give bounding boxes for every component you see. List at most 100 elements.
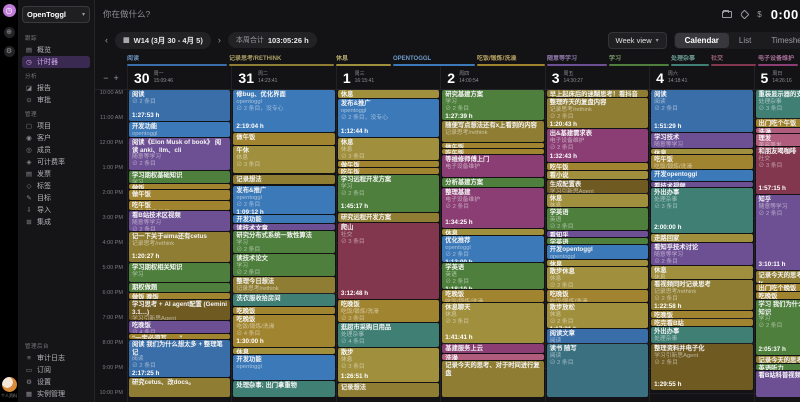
event-block[interactable]: 休息 休息 xyxy=(651,266,753,279)
sidebar-item-可计费率[interactable]: ◈ 可计费率 xyxy=(22,156,90,168)
event-block[interactable]: 读技术论文 学习 ⊘ 2 条目 xyxy=(233,254,335,276)
event-block[interactable]: 吃晚饭 吃饭/锻炼/洗澡 xyxy=(442,290,544,302)
event-block[interactable]: 逛超市采购日用品 处理杂事 ⊘ 4 条目 xyxy=(337,323,440,347)
event-block[interactable]: 知乎 随意等学习 ⊘ 2 条目 3:10:11 h xyxy=(755,195,800,270)
event-block[interactable]: 记一下关于aima还有cetus 记录思考/rethink 1:20:27 h xyxy=(129,232,231,262)
sidebar-item-订阅[interactable]: ▭ 订阅 xyxy=(22,364,90,376)
event-block[interactable]: 洗衣服收拾房间 xyxy=(233,294,335,306)
sidebar-item-成员[interactable]: ◎ 成员 xyxy=(22,144,90,156)
day-column[interactable]: 阅读 ⊘ 2 条目 1:27:53 h 开发功能 opentoggl 阅读《Elon Mu… xyxy=(127,90,232,402)
event-block[interactable]: 做午饭 xyxy=(337,161,440,167)
event-block[interactable]: 吃午饭吃饭/锻炼/洗澡 xyxy=(651,155,753,169)
event-block[interactable]: 期权做题 xyxy=(129,283,231,292)
event-block[interactable]: 阅读《Elon Musk of book》 阅读 anki、llm、cli 随意等… xyxy=(129,138,231,170)
event-block[interactable]: “一定必须写……” xyxy=(129,334,231,339)
event-block[interactable]: 随便写点想法还有x上看到的内容 记录思考/rethink xyxy=(442,121,544,142)
sidebar-item-目标[interactable]: ✎ 目标 xyxy=(22,192,90,204)
event-block[interactable]: 开发功能 xyxy=(233,215,335,223)
view-dropdown[interactable]: Week view ▾ xyxy=(607,31,667,49)
event-block[interactable]: 等维修师傅上门 电子设备维护 xyxy=(442,155,544,177)
event-block[interactable]: 休息 xyxy=(233,348,335,354)
event-block[interactable]: 和朋友喝咖啡 社交 ⊘ 3 条目 1:57:15 h xyxy=(755,147,800,194)
event-block[interactable]: 读书 随写 阅读 ⊘ 2 条目 xyxy=(546,344,649,397)
event-block[interactable]: 外出办事 处理杂事 xyxy=(651,327,753,343)
day-column[interactable]: 早上起床后的迷糊思考！看抖音 整理昨天的复盘内容 记录思考/rethink ⊘ 2 条… xyxy=(544,90,650,402)
sidebar-item-计时器[interactable]: ◷ 计时器 xyxy=(22,56,90,68)
legend-item[interactable]: OPENTOGGL xyxy=(393,52,475,66)
tab-calendar[interactable]: Calendar xyxy=(674,32,729,48)
event-block[interactable]: 修bug、优化界面 opentoggl ⊘ 2 条目，没专心 2:19:04 h xyxy=(233,90,335,132)
event-block[interactable]: 做午饭 xyxy=(129,190,231,200)
event-block[interactable]: 休息 xyxy=(442,229,544,235)
event-block[interactable]: 处理杂事; 出门拿重物 xyxy=(233,381,335,397)
event-block[interactable]: 看B站科普视频 xyxy=(755,371,800,397)
legend-item[interactable]: 休息 xyxy=(336,52,391,66)
event-block[interactable]: 看知乎技术讨论 随意等学习 ⊘ 2 条目 xyxy=(651,243,753,265)
event-block[interactable]: 吃晚饭 ⊘ 4 条目 xyxy=(129,321,231,333)
sidebar-item-实例管理[interactable]: ▦ 实例管理 xyxy=(22,388,90,400)
event-block[interactable]: 吃午饭 xyxy=(546,163,649,170)
event-block[interactable]: 休息 xyxy=(337,90,440,98)
workspace-select[interactable]: OpenToggl ▾ xyxy=(22,6,90,23)
legend-item[interactable]: 电子设备维护 xyxy=(758,52,798,66)
rail-gear-icon[interactable]: ⚙ xyxy=(3,46,15,57)
event-block[interactable]: 读技术文章 xyxy=(233,224,335,230)
event-block[interactable]: 爬山 社交 ⊘ 3 条目 3:12:48 h xyxy=(337,223,440,299)
event-block[interactable]: 吃完看B站 xyxy=(651,319,753,326)
event-block[interactable]: 做午饭 xyxy=(233,133,335,145)
prev-week-button[interactable]: ‹ xyxy=(105,35,108,45)
event-block[interactable]: 做午饭 xyxy=(442,143,544,148)
event-block[interactable]: 发布&推广 opentoggl ⊘ 2 条目，没专心 1:12:44 h xyxy=(337,99,440,137)
event-block[interactable]: 学习远程开发方案 学习 ⊘ 2 条目 1:45:17 h xyxy=(337,175,440,212)
legend-item[interactable]: 阅读 xyxy=(127,52,227,66)
event-block[interactable]: 做饭 xyxy=(129,184,231,189)
event-block[interactable]: 开发功能 opentoggl xyxy=(129,122,231,137)
event-block[interactable]: 看小说 xyxy=(546,171,649,179)
zoom-in-button[interactable]: + xyxy=(113,72,119,83)
event-block[interactable]: 看视频同时记录思考 记录思考/rethink ⊘ 2 条目 1:22:58 h xyxy=(651,280,753,310)
event-block[interactable]: 整理资料并电子化 学习引新思Agent ⊘ 2 条目 1:29:55 h xyxy=(651,344,753,390)
event-block[interactable]: 研究cetus、改docs。 xyxy=(129,378,231,397)
sidebar-item-集成[interactable]: ⊞ 集成 xyxy=(22,216,90,228)
event-block[interactable]: 阅读 我们为什么想太多 + 整理笔记 阅读 ⊘ 2 条目 2:17:25 h xyxy=(129,340,231,377)
event-block[interactable]: 吃午饭 xyxy=(337,168,440,174)
legend-item[interactable]: 学习 xyxy=(609,52,669,66)
sidebar-item-发票[interactable]: ▤ 发票 xyxy=(22,168,90,180)
event-block[interactable]: 开发功能 opentoggl xyxy=(233,355,335,380)
next-week-button[interactable]: › xyxy=(217,35,221,45)
event-block[interactable]: 记录想法 xyxy=(337,383,440,397)
event-block[interactable]: 学习期权基础知识 学习 xyxy=(129,171,231,183)
sidebar-item-设置[interactable]: ⚙ 设置 xyxy=(22,376,90,388)
legend-item[interactable]: 社交 xyxy=(711,52,756,66)
legend-item[interactable]: 记录思考/RETHINK xyxy=(229,52,334,66)
sidebar-item-标签[interactable]: ◇ 标签 xyxy=(22,180,90,192)
day-column[interactable]: 阅读 阅读 ⊘ 2 条目 1:51:29 h 学习技术 随意等学习 休息 吃午饭 吃饭/锻炼/洗… xyxy=(649,90,754,402)
event-block[interactable]: 洗澡 xyxy=(755,128,800,133)
day-column[interactable]: 休息 发布&推广 opentoggl ⊘ 2 条目，没专心 1:12:44 h 休息 休息 ⊘… xyxy=(335,90,441,402)
event-block[interactable]: 记录想法 xyxy=(233,175,335,184)
week-selector[interactable]: ▦ W14 (3月 30 - 4月 5) xyxy=(115,31,211,49)
event-block[interactable]: 记录今天的思考、对于时间进行复盘 xyxy=(442,361,544,397)
event-block[interactable]: 休息聊天 休息 ⊘ 3 条目 1:41:41 h xyxy=(442,303,544,343)
event-block[interactable]: 吃晚饭 吃饭/锻炼/洗澡 ⊘ 3 条目 xyxy=(337,300,440,322)
event-block[interactable]: 吃晚饭 xyxy=(651,311,753,318)
sidebar-item-项目[interactable]: ▢ 项目 xyxy=(22,120,90,132)
event-block[interactable]: 研究基建方案 学习 ⊘ 2 条目 1:27:39 h xyxy=(442,90,544,120)
event-block[interactable]: 午休 休息 ⊘ 3 条目 xyxy=(233,146,335,173)
event-block[interactable]: 记录今天的思考 xyxy=(755,356,800,363)
event-block[interactable]: 看知乎 xyxy=(546,231,649,237)
event-block[interactable]: 整理基建 电子设备维护 ⊘ 2 条目 1:34:25 h xyxy=(442,188,544,228)
tag-icon[interactable] xyxy=(739,9,750,19)
event-block[interactable]: 学习 我们为什么想太多 中的医学知识学习⊘ 2 条目 2:05:37 h xyxy=(755,300,800,355)
sidebar-item-审计日志[interactable]: ≡ 审计日志 xyxy=(22,352,90,364)
event-block[interactable]: 记录今天的思考，改opentoggl的tr… xyxy=(755,271,800,283)
event-block[interactable]: 研究分布式系统一致性算法 学习 ⊘ 2 条目 xyxy=(233,231,335,253)
sidebar-item-报告[interactable]: ◪ 报告 xyxy=(22,82,90,94)
event-block[interactable]: 研究远程开发方案 xyxy=(337,213,440,222)
event-block[interactable]: 发布&推广 opentoggl ⊘ 2 条目 1:09:12 h xyxy=(233,186,335,214)
